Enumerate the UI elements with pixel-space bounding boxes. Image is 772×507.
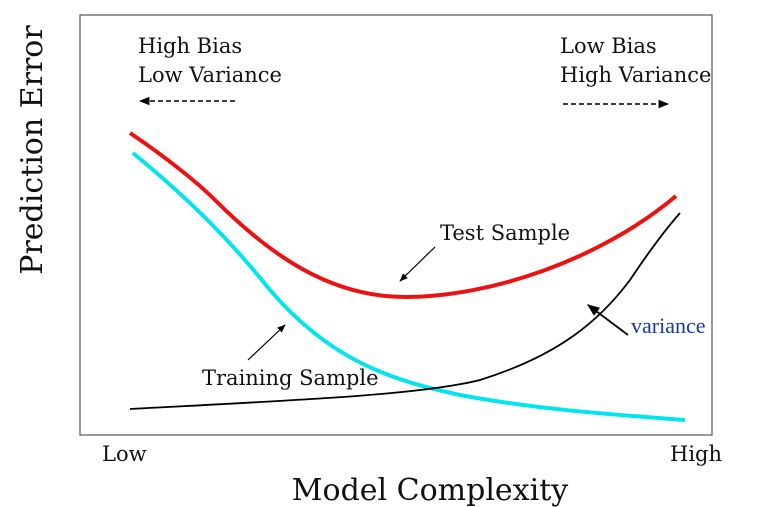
test-curve — [128, 131, 678, 300]
training-curve — [131, 151, 686, 422]
x-axis-label: Model Complexity — [292, 473, 568, 507]
annotation: Low Variance — [138, 63, 282, 87]
variance-curve — [129, 212, 681, 410]
annotation: Low Bias — [560, 34, 657, 58]
arrow — [399, 246, 436, 282]
arrow — [247, 324, 286, 361]
plot-frame — [79, 14, 713, 436]
x-low-label: Low — [102, 442, 147, 466]
arrow — [586, 304, 629, 336]
annotation: Test Sample — [440, 221, 570, 245]
annotation: High Bias — [138, 34, 242, 58]
annotation: High Variance — [560, 63, 711, 87]
y-axis-label: Prediction Error — [15, 25, 50, 275]
annotation: variance — [631, 313, 706, 338]
x-high-label: High — [670, 442, 722, 466]
annotation: Training Sample — [202, 366, 379, 390]
